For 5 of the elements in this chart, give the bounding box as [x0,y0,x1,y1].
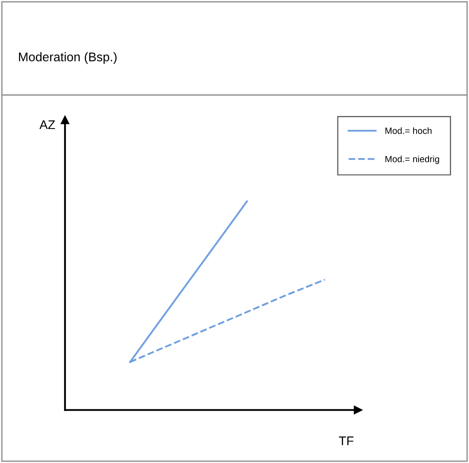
x-axis-title: TF [338,436,354,446]
text: AZ [39,120,56,130]
chart-title: Moderation (Bsp.) [19,52,117,64]
legend-label: Mod.= hoch [385,127,432,134]
legend-label: Mod.= niedrig [385,156,440,164]
